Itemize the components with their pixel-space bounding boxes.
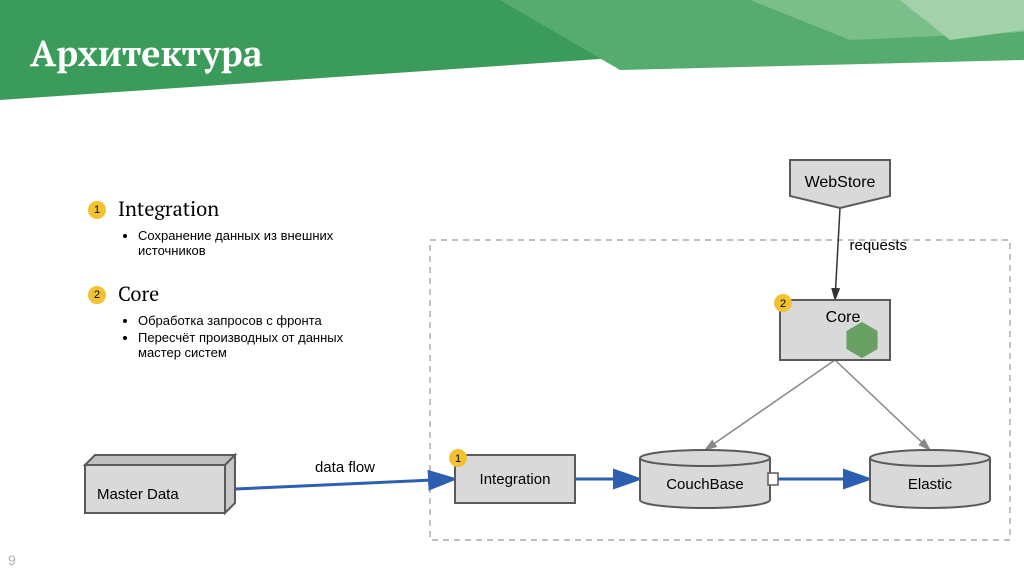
svg-text:Master Data: Master Data [97, 486, 179, 503]
legend-badge: 2 [88, 286, 106, 304]
legend-heading: Integration [118, 195, 348, 222]
legend-bullets: Обработка запросов с фронта Пересчёт прои… [118, 313, 348, 360]
legend-item: Core Обработка запросов с фронта Пересчёт … [118, 280, 348, 362]
svg-text:CouchBase: CouchBase [666, 476, 744, 493]
page-number: 9 [8, 552, 16, 568]
legend-badge: 1 [88, 201, 106, 219]
svg-text:1: 1 [455, 453, 461, 465]
svg-text:data flow: data flow [315, 459, 375, 476]
slide-title: Архитектура [30, 30, 263, 77]
legend-bullet: Пересчёт производных от данных мастер си… [138, 330, 348, 360]
slide: requests data flow WebStore Core 2 Integrati… [0, 0, 1024, 576]
svg-text:Integration: Integration [480, 471, 551, 488]
svg-text:WebStore: WebStore [805, 174, 876, 191]
svg-text:requests: requests [850, 237, 908, 254]
svg-text:Core: Core [826, 309, 861, 326]
svg-text:2: 2 [780, 298, 786, 310]
legend-heading: Core [118, 280, 348, 307]
legend-bullets: Сохранение данных из внешних источников [118, 228, 348, 258]
legend-bullet: Обработка запросов с фронта [138, 313, 348, 328]
svg-text:Elastic: Elastic [908, 476, 953, 493]
legend-item: Integration Сохранение данных из внешних … [118, 195, 348, 260]
legend-bullet: Сохранение данных из внешних источников [138, 228, 348, 258]
